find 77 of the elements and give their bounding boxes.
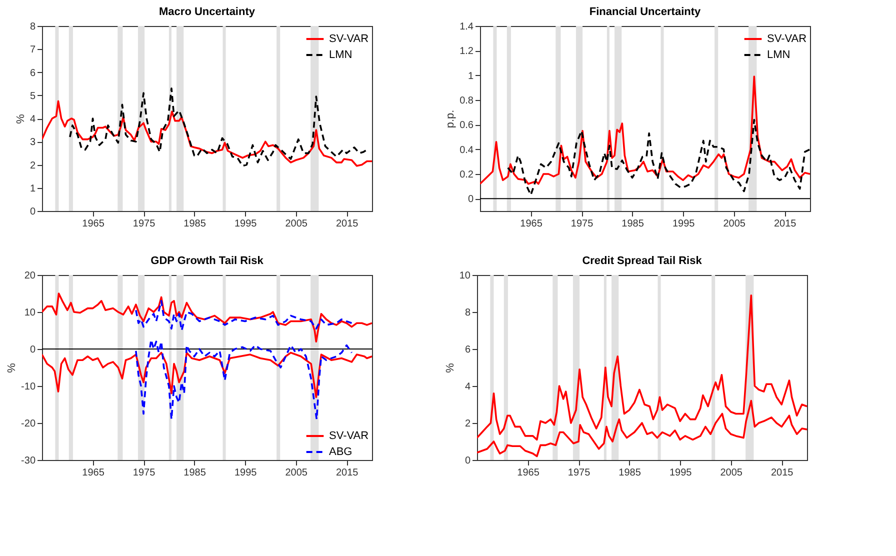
line-series	[69, 88, 368, 167]
y-tick-label: 0	[464, 456, 471, 466]
y-tick-label: 7	[30, 44, 36, 56]
line-series	[477, 400, 807, 458]
y-tick-label: -20	[21, 418, 36, 430]
y-tick-label: 0	[30, 206, 36, 218]
y-tick-label: 1.2	[460, 46, 474, 58]
x-tick-label: 1995	[672, 218, 696, 230]
y-tick-label: 0.2	[460, 170, 474, 180]
x-tick-label: 2005	[723, 218, 746, 230]
x-tick-label: 2015	[770, 468, 794, 478]
legend-label: ABG	[329, 446, 352, 458]
y-tick-label: 1	[30, 183, 36, 194]
x-tick-label: 1965	[82, 218, 105, 230]
chart-title: Credit Spread Tail Risk	[582, 255, 703, 267]
y-tick-label: 1.4	[460, 22, 474, 32]
y-tick-label: 4	[464, 382, 471, 392]
x-tick-label: 1985	[622, 218, 644, 230]
y-axis-title: %	[444, 362, 456, 373]
y-tick-label: 5	[30, 90, 36, 102]
y-tick-label: 0.4	[460, 144, 474, 156]
x-tick-label: 1985	[184, 218, 206, 230]
y-tick-label: 10	[24, 308, 36, 318]
y-tick-label: 6	[30, 68, 36, 79]
y-tick-label: 20	[24, 270, 36, 282]
y-tick-label: -30	[21, 456, 36, 466]
y-tick-label: 0.8	[460, 96, 474, 106]
x-tick-label: 1975	[132, 218, 156, 230]
x-tick-label: 2015	[336, 468, 359, 478]
y-axis-title: %	[6, 362, 18, 373]
chart-title: Financial Uncertainty	[589, 6, 702, 18]
x-tick-label: 1975	[132, 468, 156, 478]
x-tick-label: 1995	[234, 468, 258, 478]
x-tick-label: 1975	[568, 468, 591, 478]
legend-label: SV-VAR	[329, 430, 369, 442]
x-tick-label: 1965	[520, 218, 543, 230]
line-series	[477, 294, 807, 441]
y-tick-label: 1	[468, 70, 474, 82]
legend-label: LMN	[329, 49, 352, 61]
x-tick-label: 2015	[774, 218, 797, 230]
y-tick-label: 10	[459, 270, 471, 282]
y-tick-label: 8	[30, 22, 36, 32]
y-tick-label: 2	[464, 418, 471, 430]
line-series	[42, 100, 372, 167]
legend-label: SV-VAR	[767, 33, 807, 45]
y-tick-label: -10	[21, 382, 36, 392]
x-tick-label: 1965	[517, 468, 540, 478]
x-tick-label: 1985	[618, 468, 642, 478]
y-tick-label: 8	[464, 308, 471, 318]
y-tick-label: 4	[30, 114, 36, 125]
y-tick-label: 0.6	[460, 120, 474, 132]
x-tick-label: 2005	[720, 468, 743, 478]
y-axis-title: p.p.	[444, 110, 457, 128]
legend-label: SV-VAR	[329, 33, 369, 45]
line-series	[42, 352, 372, 398]
line-series	[42, 292, 372, 342]
legend-label: LMN	[767, 49, 790, 61]
x-tick-label: 1975	[570, 218, 594, 230]
x-tick-label: 1995	[234, 218, 258, 230]
x-tick-label: 2005	[285, 218, 308, 230]
y-tick-label: 2	[30, 160, 36, 172]
line-series	[135, 300, 353, 332]
y-tick-label: 3	[30, 137, 36, 148]
x-tick-label: 2005	[285, 468, 308, 478]
y-tick-label: 0	[30, 344, 36, 356]
y-tick-label: 0	[468, 194, 474, 206]
chart-title: Macro Uncertainty	[159, 6, 256, 18]
line-series	[480, 76, 810, 185]
x-tick-label: 1995	[669, 468, 692, 478]
line-series	[507, 118, 810, 196]
x-tick-label: 1985	[184, 468, 206, 478]
x-tick-label: 1965	[82, 468, 105, 478]
chart-title: GDP Growth Tail Risk	[150, 255, 264, 267]
y-tick-label: 6	[464, 344, 471, 356]
x-tick-label: 2015	[336, 218, 359, 230]
y-axis-title: %	[14, 114, 27, 124]
line-series	[135, 338, 353, 420]
